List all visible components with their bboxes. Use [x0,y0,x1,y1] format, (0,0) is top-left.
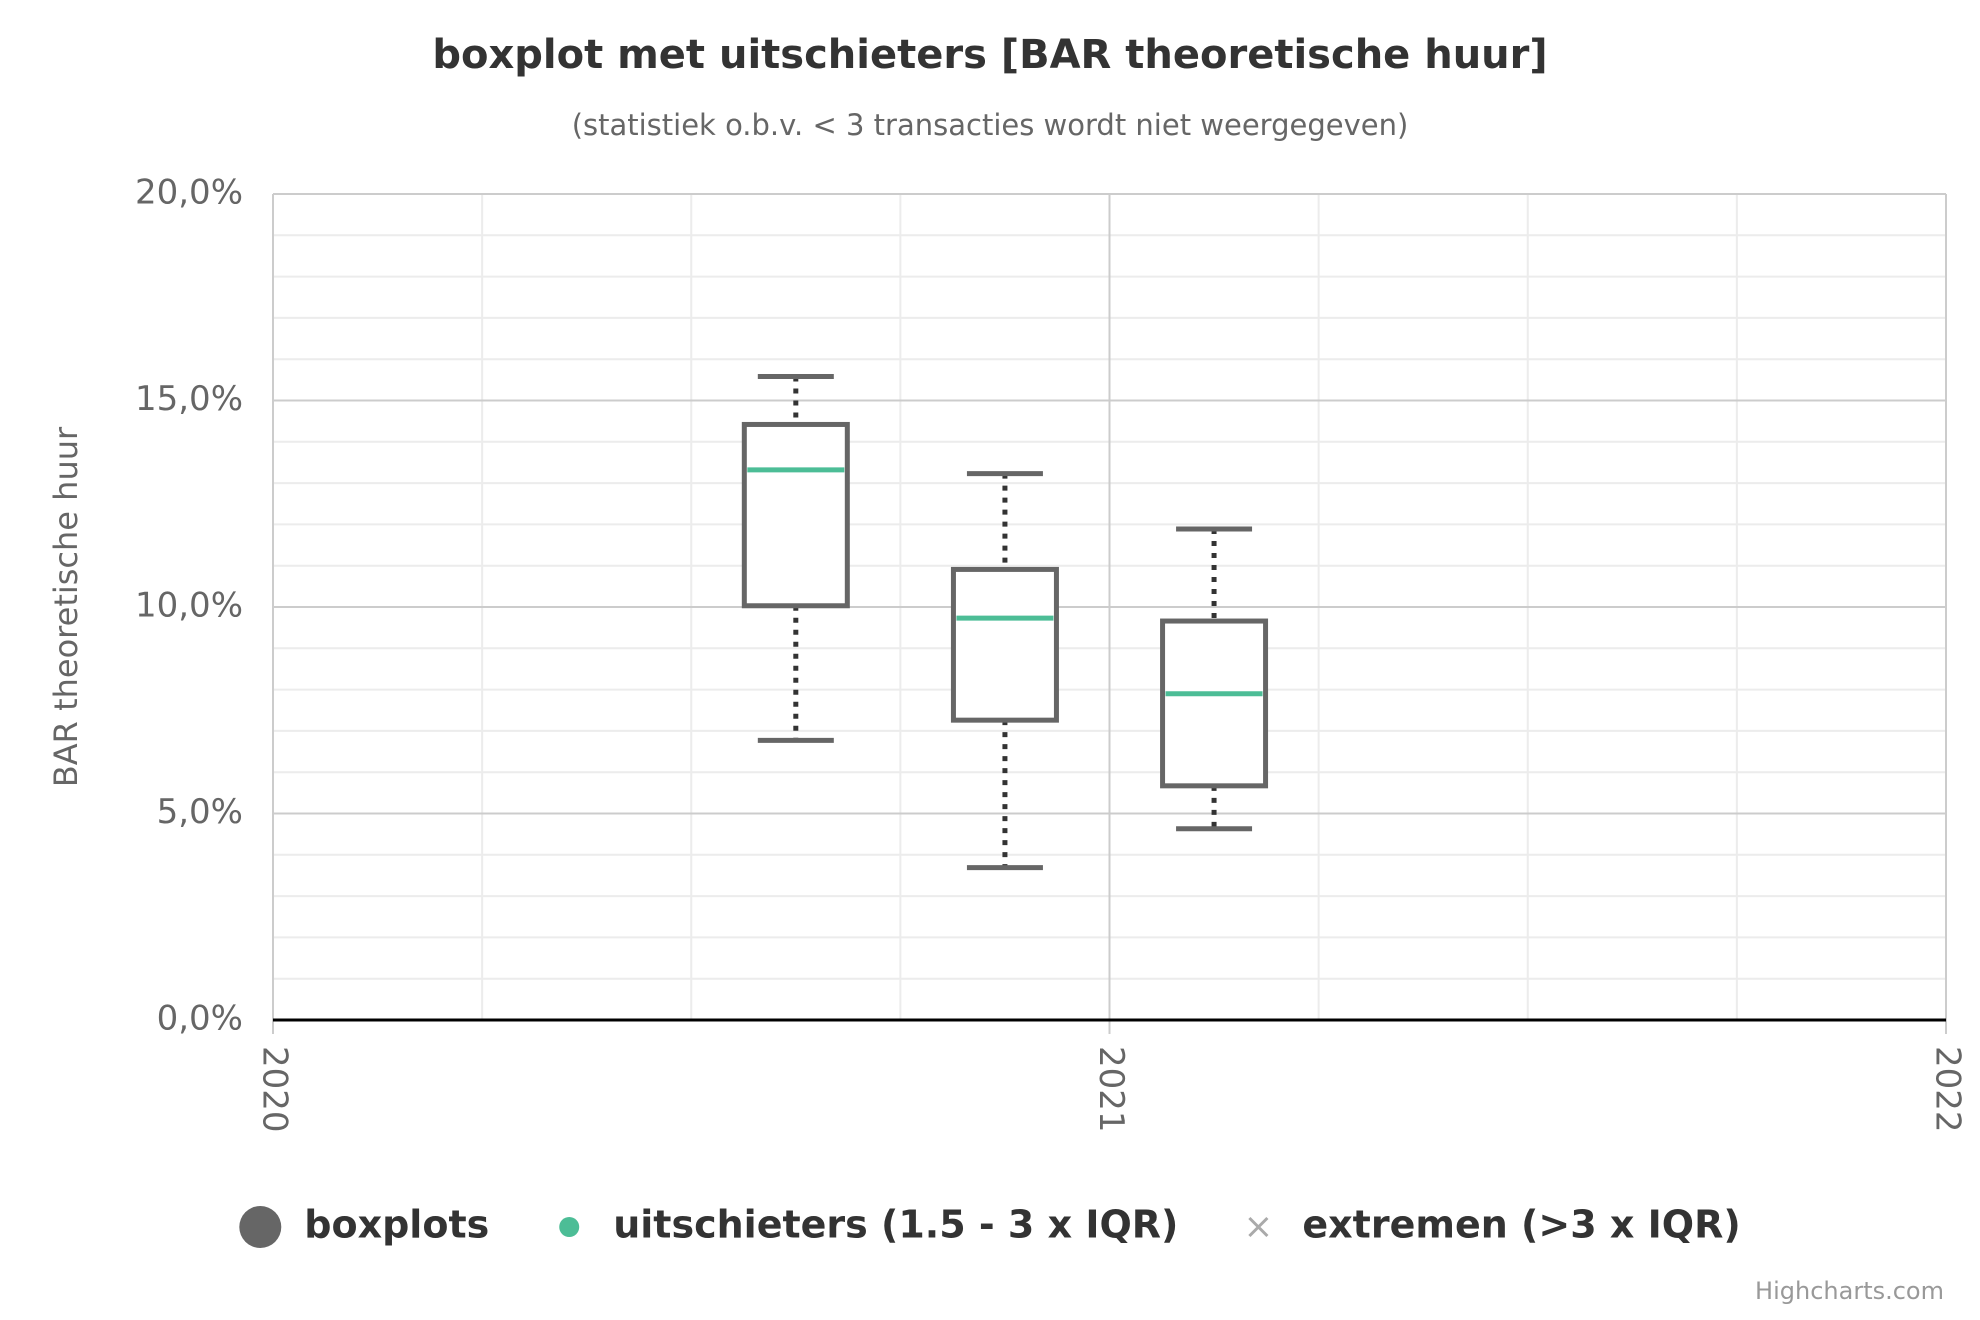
chart-title: boxplot met uitschieters [BAR theoretisc… [432,32,1547,78]
legend-item: boxplots [239,1203,489,1248]
chart-subtitle: (statistiek o.b.v. < 3 transacties wordt… [572,108,1409,142]
y-axis-title: BAR theoretische huur [47,426,85,787]
x-tick-label: 2022 [1928,1046,1968,1133]
legend: boxplots uitschieters (1.5 - 3 x IQR) extr… [239,1203,1741,1248]
box [950,566,1059,723]
y-tick-label: 0,0% [157,999,243,1039]
legend-label: uitschieters (1.5 - 3 x IQR) [613,1203,1178,1247]
x-tick-label: 2021 [1091,1046,1131,1133]
legend-item: extremen (>3 x IQR) [1248,1203,1741,1247]
y-tick-label: 10,0% [135,586,243,626]
credits: Highcharts.com [1755,1277,1944,1305]
legend-label: boxplots [304,1203,489,1247]
y-tick-label: 20,0% [135,173,243,213]
legend-symbol [239,1206,282,1248]
legend-symbol [1248,1216,1269,1238]
y-tick-label: 15,0% [135,379,243,419]
x-tick-label: 2020 [255,1046,295,1133]
legend-label: extremen (>3 x IQR) [1302,1203,1740,1247]
y-tick-label: 5,0% [157,792,243,832]
legend-item: uitschieters (1.5 - 3 x IQR) [559,1203,1178,1247]
legend-symbol [559,1217,580,1237]
box [741,421,850,609]
box [1160,618,1269,789]
